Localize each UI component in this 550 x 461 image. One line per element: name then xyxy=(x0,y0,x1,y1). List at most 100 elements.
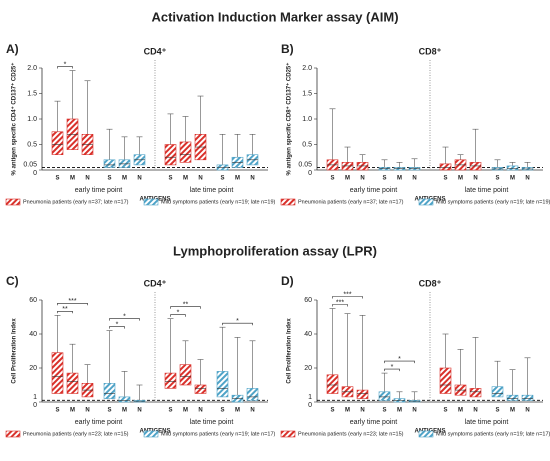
x-tick-label: S xyxy=(382,176,386,182)
y-tick-label: 20 xyxy=(29,365,37,372)
box xyxy=(118,396,131,403)
section-title: Activation Induction Marker assay (AIM) xyxy=(151,9,398,24)
significance-label: * xyxy=(64,61,67,68)
box xyxy=(378,391,391,401)
y-tick-label: 0 xyxy=(308,170,312,177)
x-tick-label: S xyxy=(55,176,59,182)
x-tick-label: S xyxy=(330,176,334,182)
box xyxy=(216,371,229,398)
legend-swatch xyxy=(418,430,434,438)
y-tick-label: 60 xyxy=(304,297,312,304)
time-point-label: late time point xyxy=(465,187,509,194)
x-tick-label: N xyxy=(473,176,477,182)
y-axis-label: Cell Proliferation Index xyxy=(12,318,18,384)
significance-bracket xyxy=(170,314,186,317)
x-tick-label: S xyxy=(495,408,499,414)
x-tick-label: S xyxy=(443,408,447,414)
x-tick-label: N xyxy=(250,408,254,414)
threshold-label: 1 xyxy=(308,394,312,401)
legend-swatch xyxy=(143,430,159,438)
time-point-label: late time point xyxy=(465,419,509,426)
x-tick-label: M xyxy=(70,408,75,414)
y-tick-label: 40 xyxy=(304,331,312,338)
x-tick-label: M xyxy=(397,176,402,182)
significance-bracket xyxy=(222,322,253,326)
time-point-label: early time point xyxy=(75,187,123,194)
significance-label: * xyxy=(177,310,180,317)
x-tick-label: N xyxy=(198,176,202,182)
significance-bracket xyxy=(57,66,73,69)
x-tick-label: N xyxy=(525,176,529,182)
x-tick-label: N xyxy=(525,408,529,414)
panel-title: CD8⁺ xyxy=(419,278,442,288)
x-tick-label: M xyxy=(183,176,188,182)
box xyxy=(439,367,452,394)
y-tick-label: 0.5 xyxy=(302,141,312,148)
y-tick-label: 0.5 xyxy=(27,141,37,148)
significance-bracket xyxy=(109,326,125,329)
significance-label: ** xyxy=(183,302,189,309)
box xyxy=(103,382,116,399)
x-tick-label: S xyxy=(168,176,172,182)
box xyxy=(164,144,177,166)
box xyxy=(506,394,519,401)
panel-title: CD8⁺ xyxy=(419,46,442,56)
significance-bracket xyxy=(384,360,415,364)
x-tick-label: S xyxy=(495,176,499,182)
legend-label: Pneumonia patients (early n=23; late n=1… xyxy=(298,431,404,437)
x-tick-label: M xyxy=(458,176,463,182)
y-tick-label: 1.0 xyxy=(302,116,312,123)
panel-label: B) xyxy=(281,42,294,56)
x-tick-label: N xyxy=(137,176,141,182)
y-tick-label: 40 xyxy=(29,331,37,338)
x-tick-label: N xyxy=(473,408,477,414)
significance-bracket xyxy=(170,306,201,309)
x-tick-label: N xyxy=(412,408,416,414)
x-tick-label: M xyxy=(122,408,127,414)
legend-label: Pneumonia patients (early n=37; late n=1… xyxy=(23,199,129,205)
y-axis-label: Cell Proliferation Index xyxy=(287,318,293,384)
significance-label: *** xyxy=(343,291,351,298)
box xyxy=(326,374,339,394)
panel-label: A) xyxy=(6,42,19,56)
x-tick-label: S xyxy=(220,176,224,182)
panel-title: CD4⁺ xyxy=(144,278,167,288)
x-tick-label: M xyxy=(122,176,127,182)
x-tick-label: N xyxy=(198,408,202,414)
threshold-label: 0.05 xyxy=(298,161,312,168)
box xyxy=(66,372,79,394)
x-tick-label: M xyxy=(70,176,75,182)
threshold-label: 1 xyxy=(33,394,37,401)
box xyxy=(179,141,192,163)
legend-label: Mild symptoms patients (early n=19; late… xyxy=(436,431,550,437)
x-tick-label: S xyxy=(55,408,59,414)
panel-title: CD4⁺ xyxy=(144,46,167,56)
x-tick-label: M xyxy=(345,176,350,182)
y-tick-label: 1.0 xyxy=(27,116,37,123)
significance-bracket xyxy=(384,368,400,372)
y-axis-label: % antigen specific CD8⁺ CD137⁺ CD25⁺ xyxy=(286,63,293,176)
box xyxy=(469,388,482,398)
legend-label: Pneumonia patients (early n=37; late n=1… xyxy=(298,199,404,205)
time-point-label: early time point xyxy=(350,187,398,194)
time-point-label: late time point xyxy=(190,187,234,194)
box xyxy=(246,388,259,401)
x-tick-label: S xyxy=(382,408,386,414)
threshold-label: 0.05 xyxy=(23,161,37,168)
y-tick-label: 0 xyxy=(33,402,37,409)
significance-label: * xyxy=(116,321,119,328)
significance-bracket xyxy=(332,304,348,307)
legend-label: Mild symptoms patients (early n=19; late… xyxy=(161,199,276,205)
y-tick-label: 0 xyxy=(33,170,37,177)
panel-label: C) xyxy=(6,274,19,288)
x-tick-label: S xyxy=(330,408,334,414)
significance-bracket xyxy=(109,318,140,321)
y-axis-label: % antigen specific CD4⁺ CD137⁺ CD25⁺ xyxy=(11,63,18,176)
box xyxy=(491,386,504,398)
section-title: Lymphoproliferation assay (LPR) xyxy=(173,243,377,258)
legend-swatch xyxy=(143,198,159,206)
y-tick-label: 1.5 xyxy=(27,90,37,97)
legend-label: Mild symptoms patients (early n=19; late… xyxy=(436,199,550,205)
y-tick-label: 0 xyxy=(308,402,312,409)
